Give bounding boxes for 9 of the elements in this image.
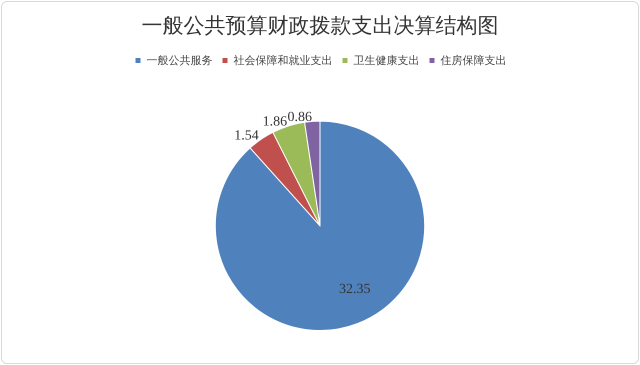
chart-title: 一般公共预算财政拨款支出决算结构图 [142,14,498,38]
data-label: 0.86 [287,110,312,125]
data-label: 1.86 [262,114,288,130]
data-label: 32.35 [339,282,371,298]
legend-label: 卫生健康支出 [354,54,420,67]
legend-label: 住房保障支出 [440,54,506,67]
legend-label: 一般公共服务 [146,54,212,67]
data-label: 1.54 [234,128,259,144]
legend-label: 社会保障和就业支出 [234,54,332,67]
